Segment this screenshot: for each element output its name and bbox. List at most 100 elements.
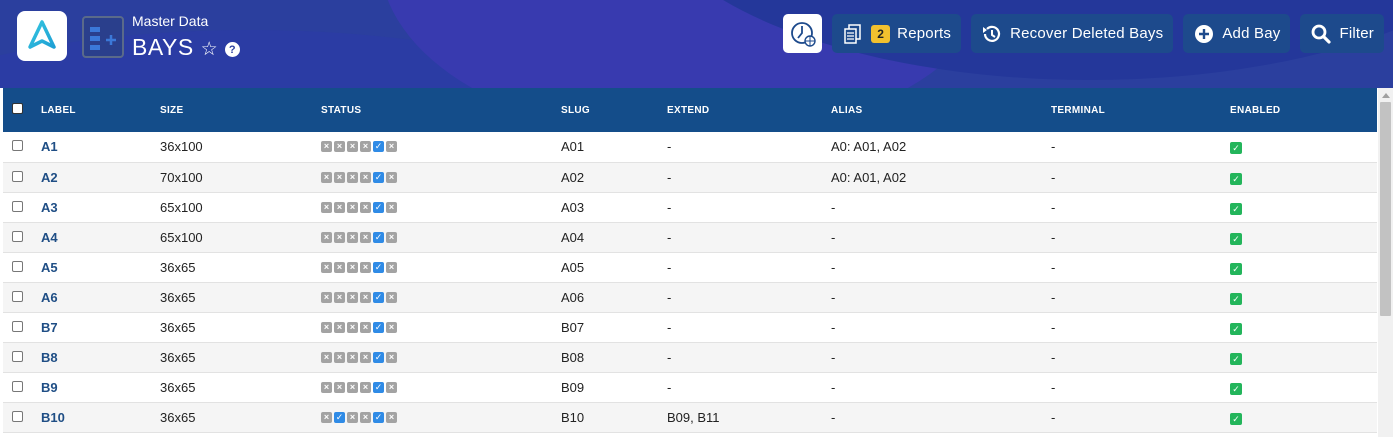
question-circle-icon[interactable]: ?: [224, 42, 240, 57]
status-cross-icon[interactable]: ×: [347, 321, 358, 333]
status-cross-icon[interactable]: ×: [360, 321, 371, 333]
table-row[interactable]: B10 36x65 × ✓ × × ✓ × B10 B09, B11- - ✓: [3, 402, 1377, 432]
table-row[interactable]: A1 36x100 × × × × ✓ × A01- A0: A01, A02- ✓: [3, 132, 1377, 162]
cell-label[interactable]: B10: [41, 409, 65, 425]
status-cross-icon[interactable]: ×: [386, 231, 397, 243]
row-checkbox[interactable]: [12, 410, 23, 422]
status-cross-icon[interactable]: ×: [347, 201, 358, 213]
status-cross-icon[interactable]: ×: [347, 351, 358, 363]
status-cross-icon[interactable]: ×: [386, 381, 397, 393]
status-cross-icon[interactable]: ×: [386, 321, 397, 333]
status-check-icon[interactable]: ✓: [373, 291, 384, 303]
status-check-icon[interactable]: ✓: [334, 411, 345, 423]
table-row[interactable]: A6 36x65 × × × × ✓ × A06- - - ✓: [3, 282, 1377, 312]
enabled-check-icon[interactable]: ✓: [1230, 142, 1242, 155]
cell-label[interactable]: B9: [41, 379, 58, 395]
enabled-check-icon[interactable]: ✓: [1230, 382, 1242, 395]
column-header-slug[interactable]: SLUG: [561, 104, 590, 116]
column-header-extend[interactable]: EXTEND: [667, 104, 710, 116]
status-cross-icon[interactable]: ×: [386, 291, 397, 303]
status-cross-icon[interactable]: ×: [347, 381, 358, 393]
status-cross-icon[interactable]: ×: [360, 261, 371, 273]
enabled-check-icon[interactable]: ✓: [1230, 172, 1242, 185]
enabled-check-icon[interactable]: ✓: [1230, 352, 1242, 365]
status-cross-icon[interactable]: ×: [334, 381, 345, 393]
status-check-icon[interactable]: ✓: [373, 321, 384, 333]
status-check-icon[interactable]: ✓: [373, 141, 384, 153]
column-header-enabled[interactable]: ENABLED: [1230, 104, 1281, 116]
status-cross-icon[interactable]: ×: [334, 351, 345, 363]
status-cross-icon[interactable]: ×: [360, 291, 371, 303]
status-cross-icon[interactable]: ×: [334, 321, 345, 333]
enabled-check-icon[interactable]: ✓: [1230, 262, 1242, 275]
status-cross-icon[interactable]: ×: [321, 351, 332, 363]
status-cross-icon[interactable]: ×: [321, 141, 332, 153]
vertical-scrollbar[interactable]: [1378, 88, 1393, 437]
status-cross-icon[interactable]: ×: [334, 141, 345, 153]
status-cross-icon[interactable]: ×: [334, 231, 345, 243]
table-row[interactable]: A3 65x100 × × × × ✓ × A03- - - ✓: [3, 192, 1377, 222]
table-row[interactable]: B8 36x65 × × × × ✓ × B08- - - ✓: [3, 342, 1377, 372]
column-header-terminal[interactable]: TERMINAL: [1051, 104, 1106, 116]
app-logo-icon[interactable]: [17, 11, 67, 61]
status-cross-icon[interactable]: ×: [360, 381, 371, 393]
table-row[interactable]: A2 70x100 × × × × ✓ × A02- A0: A01, A02- ✓: [3, 162, 1377, 192]
recover-deleted-bays-button[interactable]: Recover Deleted Bays: [971, 14, 1174, 53]
filter-button[interactable]: Filter: [1300, 14, 1384, 53]
row-checkbox[interactable]: [12, 260, 23, 272]
status-cross-icon[interactable]: ×: [386, 411, 397, 423]
status-cross-icon[interactable]: ×: [347, 291, 358, 303]
status-cross-icon[interactable]: ×: [321, 261, 332, 273]
status-cross-icon[interactable]: ×: [334, 171, 345, 183]
status-cross-icon[interactable]: ×: [360, 351, 371, 363]
row-checkbox[interactable]: [12, 200, 23, 212]
status-cross-icon[interactable]: ×: [386, 201, 397, 213]
enabled-check-icon[interactable]: ✓: [1230, 322, 1242, 335]
status-cross-icon[interactable]: ×: [347, 231, 358, 243]
cell-label[interactable]: A2: [41, 169, 58, 185]
enabled-check-icon[interactable]: ✓: [1230, 232, 1242, 245]
select-all-checkbox[interactable]: [12, 103, 23, 114]
status-cross-icon[interactable]: ×: [321, 411, 332, 423]
status-cross-icon[interactable]: ×: [347, 261, 358, 273]
row-checkbox[interactable]: [12, 140, 23, 152]
scrollbar-thumb[interactable]: [1380, 102, 1391, 316]
column-header-label[interactable]: LABEL: [41, 104, 76, 116]
table-row[interactable]: B7 36x65 × × × × ✓ × B07- - - ✓: [3, 312, 1377, 342]
status-cross-icon[interactable]: ×: [347, 141, 358, 153]
row-checkbox[interactable]: [12, 350, 23, 362]
enabled-check-icon[interactable]: ✓: [1230, 202, 1242, 215]
status-cross-icon[interactable]: ×: [386, 171, 397, 183]
column-header-status[interactable]: STATUS: [321, 104, 362, 116]
cell-label[interactable]: A5: [41, 259, 58, 275]
row-checkbox[interactable]: [12, 290, 23, 302]
status-cross-icon[interactable]: ×: [386, 141, 397, 153]
status-cross-icon[interactable]: ×: [386, 261, 397, 273]
table-row[interactable]: A5 36x65 × × × × ✓ × A05- - - ✓: [3, 252, 1377, 282]
table-row[interactable]: B9 36x65 × × × × ✓ × B09- - - ✓: [3, 372, 1377, 402]
status-cross-icon[interactable]: ×: [360, 411, 371, 423]
status-cross-icon[interactable]: ×: [334, 261, 345, 273]
status-cross-icon[interactable]: ×: [360, 201, 371, 213]
star-outline-icon[interactable]: ☆: [200, 39, 218, 60]
status-cross-icon[interactable]: ×: [360, 231, 371, 243]
enabled-check-icon[interactable]: ✓: [1230, 412, 1242, 425]
status-cross-icon[interactable]: ×: [321, 231, 332, 243]
status-check-icon[interactable]: ✓: [373, 171, 384, 183]
cell-label[interactable]: A6: [41, 289, 58, 305]
status-check-icon[interactable]: ✓: [373, 411, 384, 423]
cell-label[interactable]: A3: [41, 199, 58, 215]
status-cross-icon[interactable]: ×: [360, 141, 371, 153]
status-check-icon[interactable]: ✓: [373, 351, 384, 363]
status-cross-icon[interactable]: ×: [386, 351, 397, 363]
cell-label[interactable]: B7: [41, 319, 58, 335]
row-checkbox[interactable]: [12, 320, 23, 332]
column-header-size[interactable]: SIZE: [160, 104, 184, 116]
status-cross-icon[interactable]: ×: [321, 291, 332, 303]
status-cross-icon[interactable]: ×: [347, 411, 358, 423]
add-bay-button[interactable]: Add Bay: [1183, 14, 1291, 53]
status-cross-icon[interactable]: ×: [360, 171, 371, 183]
row-checkbox[interactable]: [12, 230, 23, 242]
row-checkbox[interactable]: [12, 170, 23, 182]
status-cross-icon[interactable]: ×: [334, 291, 345, 303]
